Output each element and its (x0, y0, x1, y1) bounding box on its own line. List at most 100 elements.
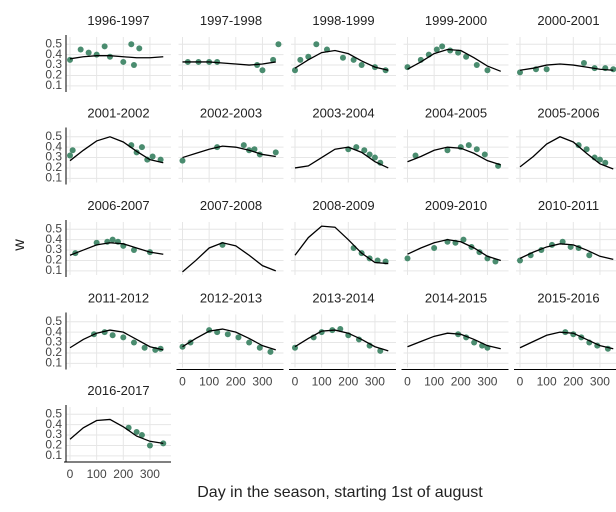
data-point (275, 41, 282, 48)
data-point (559, 238, 566, 245)
x-tick-label: 200 (563, 375, 583, 389)
x-tick-label: 300 (590, 375, 610, 389)
fit-curve (182, 61, 276, 66)
panel-title: 2000-2001 (537, 13, 599, 28)
data-point (179, 157, 186, 164)
data-point (224, 331, 231, 338)
data-point (130, 339, 137, 346)
data-point (439, 43, 446, 50)
y-tick-label: 0.1 (45, 263, 62, 277)
x-tick-label: 0 (67, 467, 74, 481)
data-point (120, 58, 127, 65)
y-tick-label: 0.1 (45, 356, 62, 370)
x-tick-label: 100 (312, 375, 332, 389)
y-tick-label: 0.3 (45, 242, 62, 256)
data-point (465, 142, 472, 149)
fit-curve (407, 332, 501, 350)
x-tick-label: 200 (338, 375, 358, 389)
y-tick-label: 0.2 (45, 345, 62, 359)
panel-title: 2002-2003 (200, 106, 262, 121)
fit-curve (519, 243, 614, 261)
y-tick-label: 0.5 (45, 314, 62, 328)
y-tick-label: 0.5 (45, 406, 62, 420)
panel-title: 2006-2007 (87, 198, 149, 213)
fit-curve (407, 146, 501, 166)
y-tick-label: 0.5 (45, 36, 62, 50)
x-tick-label: 100 (537, 375, 557, 389)
data-point (136, 45, 143, 52)
data-point (270, 56, 277, 63)
x-tick-label: 200 (226, 375, 246, 389)
y-tick-label: 0.3 (45, 427, 62, 441)
data-point (516, 69, 523, 76)
y-tick-label: 0.4 (45, 417, 62, 431)
fit-curve (294, 225, 389, 265)
data-point (350, 56, 357, 63)
data-point (93, 51, 100, 58)
x-tick-label: 200 (451, 375, 471, 389)
fit-curve (182, 328, 276, 351)
data-point (297, 56, 304, 63)
data-point (146, 442, 153, 449)
x-tick-label: 0 (179, 375, 186, 389)
y-tick-label: 0.4 (45, 232, 62, 246)
fit-curve (294, 49, 389, 71)
y-tick-label: 0.5 (45, 221, 62, 235)
data-point (291, 67, 298, 74)
y-axis-label: w (11, 239, 28, 252)
data-point (371, 154, 378, 161)
data-point (473, 62, 480, 69)
data-point (358, 62, 365, 69)
data-point (144, 156, 151, 163)
data-point (596, 156, 603, 163)
x-tick-label: 100 (424, 375, 444, 389)
data-point (484, 67, 491, 74)
x-tick-label: 300 (140, 467, 160, 481)
panel-title: 2004-2005 (425, 106, 487, 121)
data-point (77, 46, 84, 53)
data-point (246, 339, 253, 346)
y-tick-label: 0.1 (45, 171, 62, 185)
y-tick-label: 0.3 (45, 150, 62, 164)
fit-curve (294, 329, 389, 352)
data-point (455, 49, 462, 56)
data-point (586, 252, 593, 259)
y-tick-label: 0.1 (45, 448, 62, 462)
x-tick-label: 100 (199, 375, 219, 389)
data-point (444, 147, 451, 154)
data-point (272, 149, 279, 156)
y-tick-label: 0.4 (45, 324, 62, 338)
data-point (447, 47, 454, 54)
fit-curve (69, 242, 164, 256)
panel-title: 2003-2004 (312, 106, 374, 121)
data-point (471, 339, 478, 346)
y-tick-label: 0.2 (45, 438, 62, 452)
panel-title: 1998-1999 (312, 13, 374, 28)
data-point (404, 64, 411, 71)
data-point (109, 332, 116, 339)
data-point (141, 344, 148, 351)
x-tick-label: 100 (87, 467, 107, 481)
data-point (575, 142, 582, 149)
y-tick-label: 0.5 (45, 129, 62, 143)
panel-title: 1999-2000 (425, 13, 487, 28)
data-point (412, 152, 419, 159)
data-point (305, 53, 312, 60)
data-point (580, 59, 587, 66)
data-point (138, 144, 145, 151)
data-point (128, 41, 135, 48)
data-point (130, 247, 137, 254)
fit-curve (407, 239, 501, 262)
data-point (106, 53, 113, 60)
y-tick-label: 0.2 (45, 253, 62, 267)
x-tick-label: 200 (113, 467, 133, 481)
data-point (267, 348, 274, 355)
panel-title: 2016-2017 (87, 383, 149, 398)
data-point (481, 151, 488, 158)
fit-curve (519, 331, 614, 350)
fit-curve (69, 418, 164, 445)
data-point (120, 334, 127, 341)
data-point (133, 428, 140, 435)
data-point (366, 151, 373, 158)
x-tick-label: 300 (477, 375, 497, 389)
